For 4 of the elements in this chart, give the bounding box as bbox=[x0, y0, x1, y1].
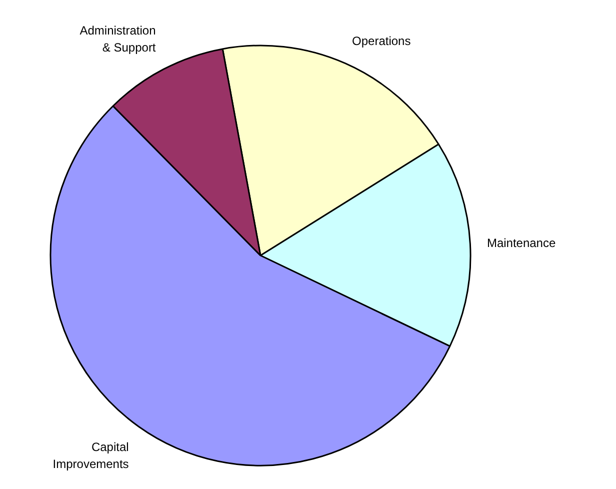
slice-label: Administration & Support bbox=[80, 24, 156, 54]
slice-label: Operations bbox=[352, 34, 411, 48]
slice-label: Maintenance bbox=[486, 236, 556, 250]
slice-label: Capital Improvements bbox=[52, 440, 129, 471]
